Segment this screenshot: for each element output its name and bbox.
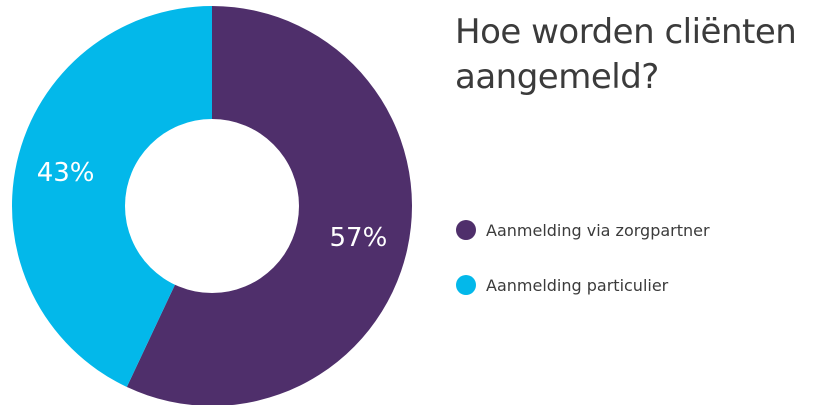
legend-swatch-particulier <box>456 275 476 295</box>
slice-label-zorgpartner: 57% <box>329 223 387 253</box>
legend-item-zorgpartner: Aanmelding via zorgpartner <box>456 216 710 244</box>
legend: Aanmelding via zorgpartner Aanmelding pa… <box>456 216 710 326</box>
donut-hole <box>125 119 299 293</box>
chart-title: Hoe worden cliënten aangemeld? <box>455 12 797 97</box>
slice-particulier <box>11 6 213 387</box>
legend-label-particulier: Aanmelding particulier <box>486 275 669 295</box>
slice-label-particulier: 43% <box>37 158 95 188</box>
legend-item-particulier: Aanmelding particulier <box>456 271 710 299</box>
slice-labels: 57% 43% <box>37 158 388 253</box>
legend-swatch-zorgpartner <box>456 220 476 240</box>
legend-label-zorgpartner: Aanmelding via zorgpartner <box>486 220 710 240</box>
